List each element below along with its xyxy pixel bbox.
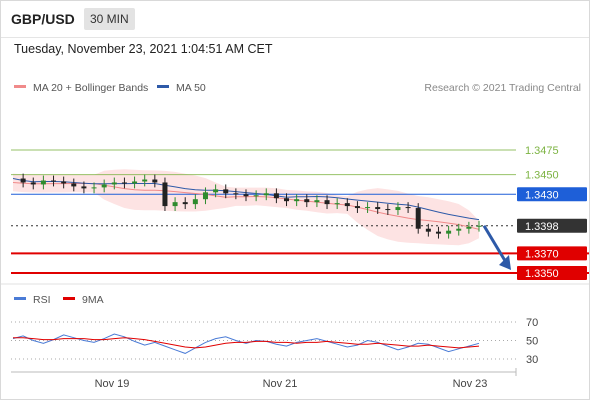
candle-body	[263, 193, 269, 196]
candle-body	[121, 182, 127, 184]
candle-body	[233, 193, 239, 195]
candle-body	[132, 181, 138, 184]
level-label: 1.3370	[525, 248, 559, 260]
candle-body	[30, 182, 36, 185]
rsi-line	[12, 333, 480, 354]
legend-swatch-9ma	[63, 297, 75, 300]
candle-body	[273, 193, 279, 199]
candle-body	[111, 182, 117, 185]
legend-label-ma20: MA 20 + Bollinger Bands	[33, 82, 148, 94]
level-label: 1.3475	[525, 145, 559, 157]
level-label-box	[517, 187, 587, 202]
legend-swatch-rsi	[14, 297, 26, 300]
candle-body	[344, 203, 350, 207]
level-label: 1.3398	[525, 221, 559, 233]
candle-body	[40, 180, 46, 185]
candle-body	[466, 226, 472, 229]
candle-body	[365, 207, 371, 209]
rsi-9ma-line	[13, 337, 480, 349]
candle-body	[354, 206, 360, 209]
candle-body	[446, 230, 452, 234]
candle-body	[405, 207, 411, 209]
candle-body	[213, 189, 219, 193]
candle-body	[182, 202, 188, 205]
candle-body	[385, 209, 391, 211]
level-label-box	[517, 218, 587, 233]
rsi-tick-label: 50	[526, 336, 538, 348]
candle-body	[284, 198, 290, 202]
candle-body	[435, 231, 441, 234]
legend-label-9ma: 9MA	[82, 294, 104, 306]
candle-body	[172, 202, 178, 207]
timeframe-button[interactable]: 30 MIN	[84, 8, 135, 30]
legend-label-rsi: RSI	[33, 294, 51, 306]
forecast-arrow-head	[499, 255, 511, 270]
candle-body	[334, 203, 340, 205]
forecast-arrow-shaft	[482, 224, 509, 265]
copyright-label: Research © 2021 Trading Central	[424, 82, 581, 94]
candle-body	[152, 179, 158, 183]
candle-body	[253, 195, 259, 197]
rsi-plot: 70 50 30	[11, 317, 538, 366]
candle-body	[375, 207, 381, 210]
level-label-box	[517, 246, 587, 261]
symbol-label: GBP/USD	[11, 11, 75, 27]
level-label: 1.3350	[525, 268, 559, 280]
timestamp-label: Tuesday, November 23, 2021 1:04:51 AM CE…	[14, 42, 273, 56]
candle-body	[81, 186, 87, 189]
level-label-box	[517, 266, 587, 280]
level-label: 1.3450	[525, 170, 559, 182]
rsi-tick-label: 30	[526, 354, 538, 366]
candle-body	[51, 180, 57, 182]
candle-body	[91, 187, 97, 189]
candle-body	[192, 199, 198, 205]
candle-body	[425, 228, 431, 232]
candle-body	[223, 189, 229, 194]
candle-body	[20, 178, 26, 183]
price-plot: 1.3475 1.3450 1.3430 1.3398 1.3370 1.3350	[11, 145, 589, 280]
rsi-tick-label: 70	[526, 317, 538, 329]
chart-header: GBP/USD 30 MIN	[1, 1, 589, 38]
candle-body	[202, 192, 208, 200]
candle-body	[324, 200, 330, 205]
candle-body	[142, 179, 148, 182]
candle-body	[243, 194, 249, 197]
candle-body	[304, 199, 310, 203]
candle-body	[61, 181, 67, 184]
legend-swatch-ma50	[157, 85, 169, 88]
candle-body	[162, 182, 168, 207]
candle-body	[476, 225, 482, 227]
candle-body	[101, 184, 107, 188]
candle-body	[294, 199, 300, 202]
candle-body	[456, 228, 462, 231]
candle-body	[314, 200, 320, 203]
candle-body	[415, 208, 421, 229]
level-label: 1.3430	[525, 189, 559, 201]
legend-swatch-ma20	[14, 85, 26, 88]
x-tick-label: Nov 19	[95, 378, 130, 390]
candle-body	[71, 183, 77, 187]
legend-label-ma50: MA 50	[176, 82, 206, 94]
x-tick-label: Nov 21	[263, 378, 298, 390]
candle-body	[395, 207, 401, 211]
x-tick-label: Nov 23	[453, 378, 488, 390]
